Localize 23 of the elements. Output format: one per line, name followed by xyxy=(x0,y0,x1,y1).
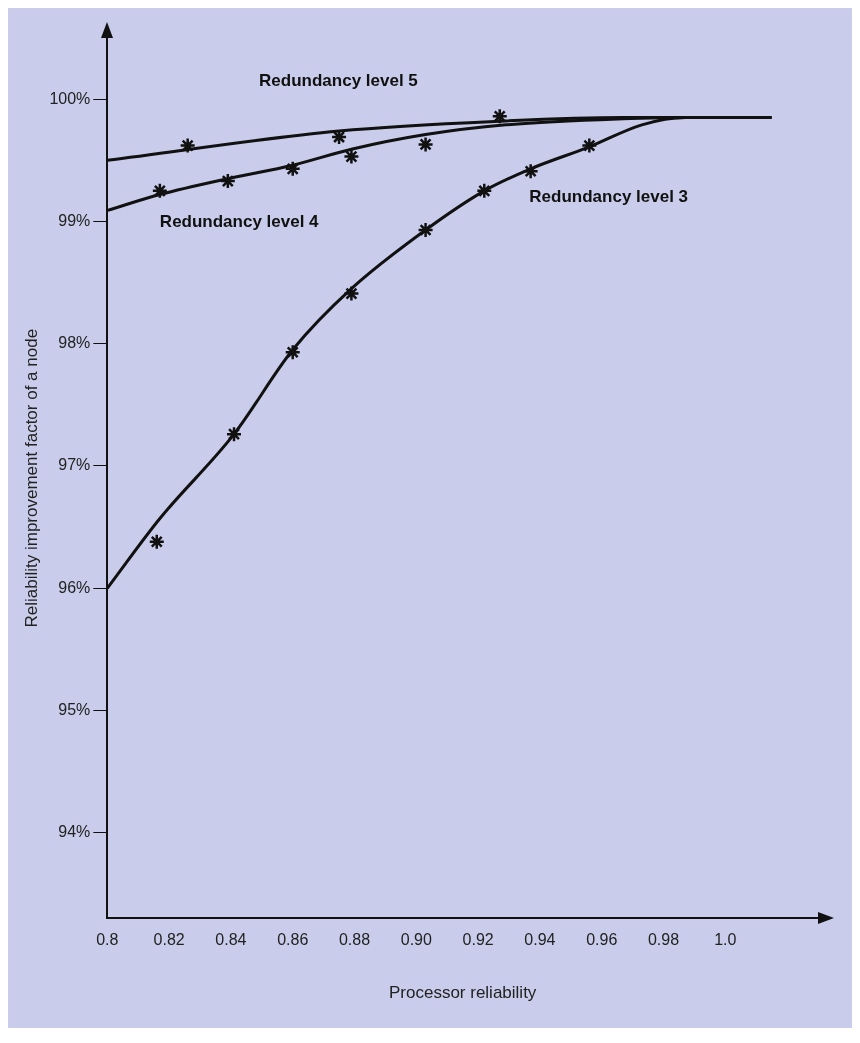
x-tick-label: 0.8 xyxy=(96,931,119,949)
series-label: Redundancy level 4 xyxy=(159,211,320,231)
x-tick-label: 0.92 xyxy=(462,931,494,949)
y-tick-label: 94% xyxy=(58,823,91,841)
x-tick-label: 0.86 xyxy=(277,931,309,949)
y-tick-label: 96% xyxy=(58,578,91,596)
x-tick-label: 0.90 xyxy=(400,931,432,949)
x-tick-label: 0.94 xyxy=(524,931,556,949)
y-tick-label: 97% xyxy=(58,456,91,474)
x-axis-title: Processor reliability xyxy=(388,983,537,1003)
y-tick-label: 100% xyxy=(49,89,91,107)
x-tick-label: 0.84 xyxy=(215,931,247,949)
y-tick-label: 99% xyxy=(58,211,91,229)
series-label: Redundancy level 3 xyxy=(529,186,689,206)
y-tick-label: 95% xyxy=(58,700,91,718)
x-tick-label: 0.88 xyxy=(338,931,371,949)
x-tick-label: 0.98 xyxy=(647,931,680,949)
x-tick-label: 0.82 xyxy=(153,931,185,949)
x-tick-label: 0.96 xyxy=(586,931,618,949)
x-tick-label: 1.0 xyxy=(714,931,737,949)
y-axis-title: Reliability improvement factor of a node xyxy=(21,328,41,628)
y-tick-label: 98% xyxy=(58,334,91,352)
text: Redundancy level 5 xyxy=(259,70,418,90)
